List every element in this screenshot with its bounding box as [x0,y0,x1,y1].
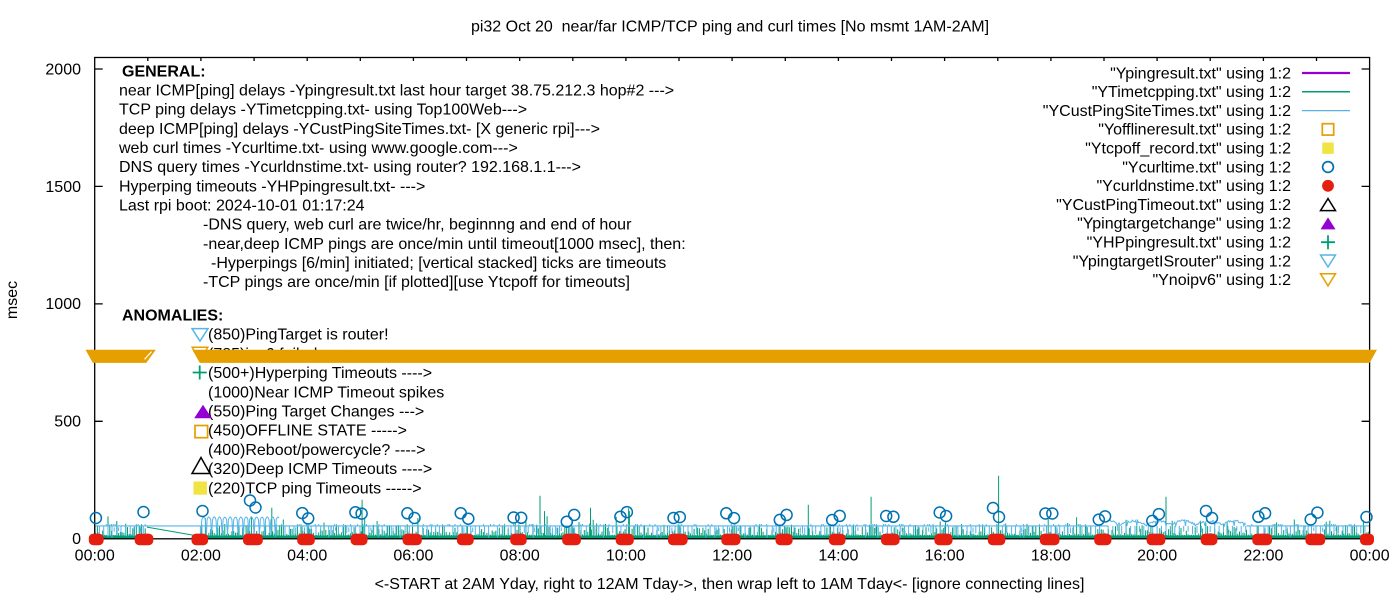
svg-text:12:00: 12:00 [712,548,752,565]
svg-text:20:00: 20:00 [1137,548,1177,565]
svg-text:"Ycurltime.txt" using 1:2: "Ycurltime.txt" using 1:2 [1122,159,1291,176]
svg-text:"Ytcpoff_record.txt" using 1:2: "Ytcpoff_record.txt" using 1:2 [1085,141,1291,158]
svg-text:"Yofflineresult.txt" using 1:2: "Yofflineresult.txt" using 1:2 [1098,122,1291,139]
svg-text:"Ypingtargetchange" using 1:2: "Ypingtargetchange" using 1:2 [1077,216,1291,233]
svg-text:"Ynoipv6" using 1:2: "Ynoipv6" using 1:2 [1152,272,1291,289]
svg-text:"YCustPingTimeout.txt" using 1: "YCustPingTimeout.txt" using 1:2 [1056,197,1291,214]
svg-text:14:00: 14:00 [818,548,858,565]
svg-text:"Ypingresult.txt" using 1:2: "Ypingresult.txt" using 1:2 [1110,65,1291,82]
svg-text:04:00: 04:00 [287,548,327,565]
svg-text:"YCustPingSiteTimes.txt" using: "YCustPingSiteTimes.txt" using 1:2 [1043,103,1291,120]
svg-text:<-START at 2AM Yday, right to: <-START at 2AM Yday, right to 12AM Tday-… [375,576,1085,593]
svg-text:DNS query times -Ycurldnstime.: DNS query times -Ycurldnstime.txt- using… [119,159,581,176]
svg-text:00:00: 00:00 [1350,548,1390,565]
svg-text:"YHPpingresult.txt" using 1:2: "YHPpingresult.txt" using 1:2 [1087,235,1291,252]
svg-text:2000: 2000 [45,61,81,78]
svg-text:TCP ping delays -YTimetcpping.: TCP ping delays -YTimetcpping.txt- using… [119,102,527,119]
svg-text:Hyperping timeouts -YHPpingres: Hyperping timeouts -YHPpingresult.txt- -… [119,178,425,195]
svg-text:00:00: 00:00 [75,548,115,565]
svg-text:0: 0 [72,531,81,548]
svg-text:-DNS query, web curl are twice: -DNS query, web curl are twice/hr, begin… [203,217,632,234]
svg-text:deep ICMP[ping] delays -YCustP: deep ICMP[ping] delays -YCustPingSiteTim… [119,121,600,138]
svg-text:10:00: 10:00 [606,548,646,565]
svg-text:18:00: 18:00 [1031,548,1071,565]
svg-text:1000: 1000 [45,296,81,313]
svg-text:(850)PingTarget is router!: (850)PingTarget is router! [208,327,389,344]
svg-text:(220)TCP ping Timeouts ----->: (220)TCP ping Timeouts -----> [208,480,422,497]
svg-text:1500: 1500 [45,179,81,196]
svg-text:ANOMALIES:: ANOMALIES: [122,308,223,325]
svg-text:msec: msec [4,281,21,319]
svg-text:GENERAL:: GENERAL: [122,63,206,80]
svg-text:"Ycurldnstime.txt" using 1:2: "Ycurldnstime.txt" using 1:2 [1096,178,1291,195]
svg-text:(500+)Hyperping Timeouts ---->: (500+)Hyperping Timeouts ----> [208,365,432,382]
svg-text:(450)OFFLINE STATE ----->: (450)OFFLINE STATE -----> [208,423,407,440]
svg-text:(550)Ping Target Changes --->: (550)Ping Target Changes ---> [208,404,424,421]
svg-text:(400)Reboot/powercycle? ---->: (400)Reboot/powercycle? ----> [208,442,425,459]
svg-text:16:00: 16:00 [925,548,965,565]
svg-text:-TCP pings are once/min [if pl: -TCP pings are once/min [if plotted][use… [203,274,630,291]
svg-text:500: 500 [54,414,81,431]
svg-text:02:00: 02:00 [181,548,221,565]
svg-text:web curl times -Ycurltime.txt-: web curl times -Ycurltime.txt- using www… [118,140,518,157]
svg-text:Last rpi boot: 2024-10-01 01:1: Last rpi boot: 2024-10-01 01:17:24 [119,198,365,215]
svg-text:"YpingtargetISrouter" using 1:: "YpingtargetISrouter" using 1:2 [1073,253,1291,270]
svg-text:pi32 Oct 20 near/far ICMP/TCP: pi32 Oct 20 near/far ICMP/TCP ping and c… [471,19,989,36]
svg-text:06:00: 06:00 [393,548,433,565]
svg-text:22:00: 22:00 [1243,548,1283,565]
svg-text:near ICMP[ping] delays -Ypingr: near ICMP[ping] delays -Ypingresult.txt … [119,83,674,100]
svg-text:"YTimetcpping.txt" using 1:2: "YTimetcpping.txt" using 1:2 [1092,84,1291,101]
svg-text:(1000)Near ICMP Timeout spikes: (1000)Near ICMP Timeout spikes [208,384,444,401]
svg-text:-near,deep ICMP pings are once: -near,deep ICMP pings are once/min until… [203,236,686,253]
svg-text:(320)Deep ICMP Timeouts ---->: (320)Deep ICMP Timeouts ----> [208,461,432,478]
svg-text:-Hyperpings [6/min] initiated;: -Hyperpings [6/min] initiated; [vertical… [211,255,666,272]
svg-text:08:00: 08:00 [500,548,540,565]
